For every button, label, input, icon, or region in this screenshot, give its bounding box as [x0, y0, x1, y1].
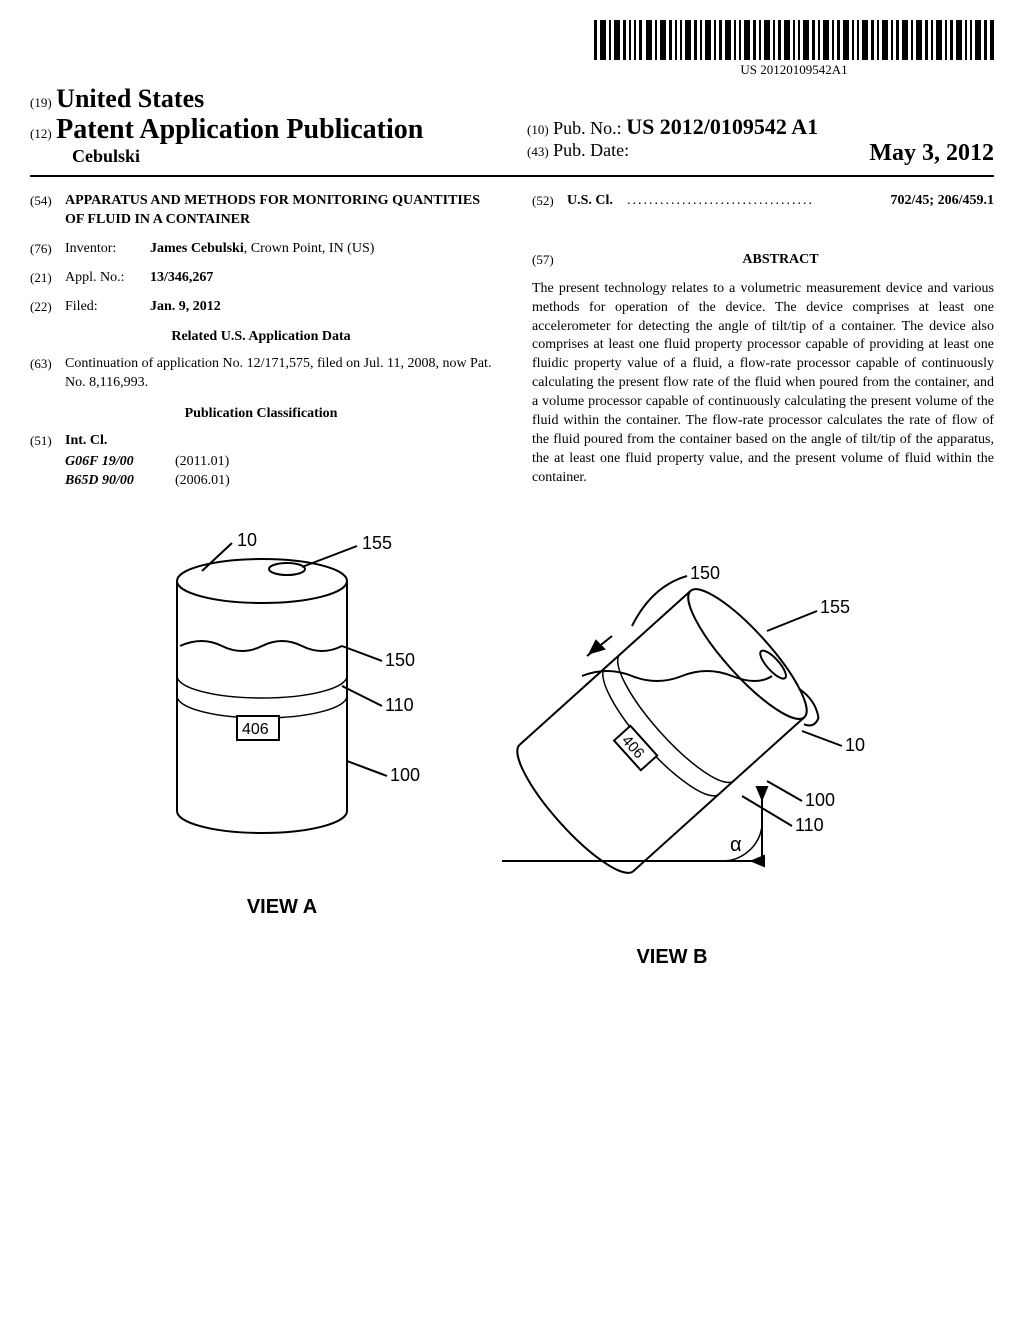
inventor-loc: , Crown Point, IN (US)	[244, 241, 375, 256]
abstract-heading: ABSTRACT	[567, 251, 994, 270]
uscl-code: (52)	[532, 192, 567, 211]
barcode: US 20120109542A1	[594, 20, 994, 78]
intcl-table: G06F 19/00 (2011.01) B65D 90/00 (2006.01…	[30, 453, 492, 491]
figure-area: 406 10 155 150 110 100 VIEW A	[30, 531, 994, 969]
pubno-code: (10)	[527, 122, 549, 137]
intcl-code-1: B65D 90/00	[65, 472, 175, 491]
barcode-region: US 20120109542A1	[30, 20, 994, 79]
intcl-label: Int. Cl.	[65, 433, 107, 448]
inventor-code: (76)	[30, 240, 65, 259]
uscl-dots: ..................................	[627, 192, 891, 211]
ref-110: 110	[385, 695, 414, 715]
pubno-line: (10) Pub. No.: US 2012/0109542 A1	[527, 114, 994, 140]
header-right: (10) Pub. No.: US 2012/0109542 A1 (43) P…	[497, 114, 994, 167]
figure-view-a: 406 10 155 150 110 100 VIEW A	[142, 531, 422, 919]
view-a-svg: 406 10 155 150 110 100	[142, 531, 422, 881]
pubdate-line: (43) Pub. Date: May 3, 2012	[527, 140, 994, 167]
intcl-code: (51)	[30, 432, 65, 451]
applno-row: (21) Appl. No.: 13/346,267	[30, 269, 492, 288]
inventor-row: (76) Inventor: James Cebulski, Crown Poi…	[30, 240, 492, 259]
header: (19) United States (12) Patent Applicati…	[30, 84, 994, 177]
country-line: (19) United States	[30, 84, 497, 114]
country-name: United States	[56, 84, 204, 113]
pubdate: May 3, 2012	[869, 140, 994, 167]
title-text: APPARATUS AND METHODS FOR MONITORING QUA…	[65, 192, 492, 230]
abstract-text: The present technology relates to a volu…	[532, 280, 994, 488]
uscl-label: U.S. Cl.	[567, 193, 613, 208]
abstract-code: (57)	[532, 251, 567, 276]
inventor-name: James Cebulski	[150, 241, 244, 256]
intcl-row: (51) Int. Cl.	[30, 432, 492, 451]
filed-label: Filed:	[65, 298, 150, 317]
inventor-label: Inventor:	[65, 240, 150, 259]
filed-code: (22)	[30, 298, 65, 317]
continuation-row: (63) Continuation of application No. 12/…	[30, 355, 492, 393]
header-left: (19) United States (12) Patent Applicati…	[30, 84, 497, 167]
pubdate-label: Pub. Date:	[553, 140, 629, 160]
ref-155: 155	[362, 533, 392, 553]
figure-view-b: 406 α 150 155 10 100	[462, 531, 882, 969]
pubno: US 2012/0109542 A1	[626, 114, 818, 139]
barcode-svg	[594, 20, 994, 60]
pub-type: Patent Application Publication	[56, 114, 423, 145]
ref-10: 10	[237, 531, 257, 550]
author-line: Cebulski	[30, 146, 497, 167]
uscl-row: (52) U.S. Cl. ..........................…	[532, 192, 994, 211]
pubno-label: Pub. No.:	[553, 118, 622, 138]
ref-155b: 155	[820, 597, 850, 617]
pub-type-line: (12) Patent Application Publication	[30, 114, 497, 146]
title-row: (54) APPARATUS AND METHODS FOR MONITORIN…	[30, 192, 492, 230]
inventor-value: James Cebulski, Crown Point, IN (US)	[150, 240, 492, 259]
view-a-label: VIEW A	[142, 896, 422, 919]
filed-value: Jan. 9, 2012	[150, 299, 221, 314]
cont-code: (63)	[30, 355, 65, 393]
ref-150: 150	[385, 650, 415, 670]
intcl-entry: B65D 90/00 (2006.01)	[65, 472, 492, 491]
ref-100: 100	[390, 765, 420, 785]
ref-10b: 10	[845, 735, 865, 755]
pubclass-heading: Publication Classification	[30, 405, 492, 424]
body-columns: (54) APPARATUS AND METHODS FOR MONITORIN…	[30, 192, 994, 491]
view-b-svg: 406 α 150 155 10 100	[462, 531, 882, 931]
pubdate-code: (43)	[527, 144, 549, 159]
country-code: (19)	[30, 95, 52, 110]
cont-text: Continuation of application No. 12/171,5…	[65, 355, 492, 393]
intcl-ver-1: (2006.01)	[175, 472, 230, 491]
applno-label: Appl. No.:	[65, 269, 150, 288]
related-heading: Related U.S. Application Data	[30, 328, 492, 347]
barcode-number: US 20120109542A1	[594, 62, 994, 78]
ref-alpha: α	[730, 834, 742, 856]
uscl-vals: 702/45; 206/459.1	[891, 193, 994, 208]
view-b-label: VIEW B	[462, 946, 882, 969]
filed-row: (22) Filed: Jan. 9, 2012	[30, 298, 492, 317]
pub-code: (12)	[30, 126, 52, 141]
ref-406: 406	[242, 721, 269, 738]
ref-110b: 110	[795, 815, 824, 835]
left-column: (54) APPARATUS AND METHODS FOR MONITORIN…	[30, 192, 492, 491]
intcl-ver-0: (2011.01)	[175, 453, 229, 472]
intcl-code-0: G06F 19/00	[65, 453, 175, 472]
applno-value: 13/346,267	[150, 270, 213, 285]
applno-code: (21)	[30, 269, 65, 288]
abstract-head-row: (57) ABSTRACT	[532, 251, 994, 276]
ref-150b: 150	[690, 563, 720, 583]
ref-100b: 100	[805, 790, 835, 810]
right-column: (52) U.S. Cl. ..........................…	[532, 192, 994, 491]
title-code: (54)	[30, 192, 65, 230]
intcl-entry: G06F 19/00 (2011.01)	[65, 453, 492, 472]
